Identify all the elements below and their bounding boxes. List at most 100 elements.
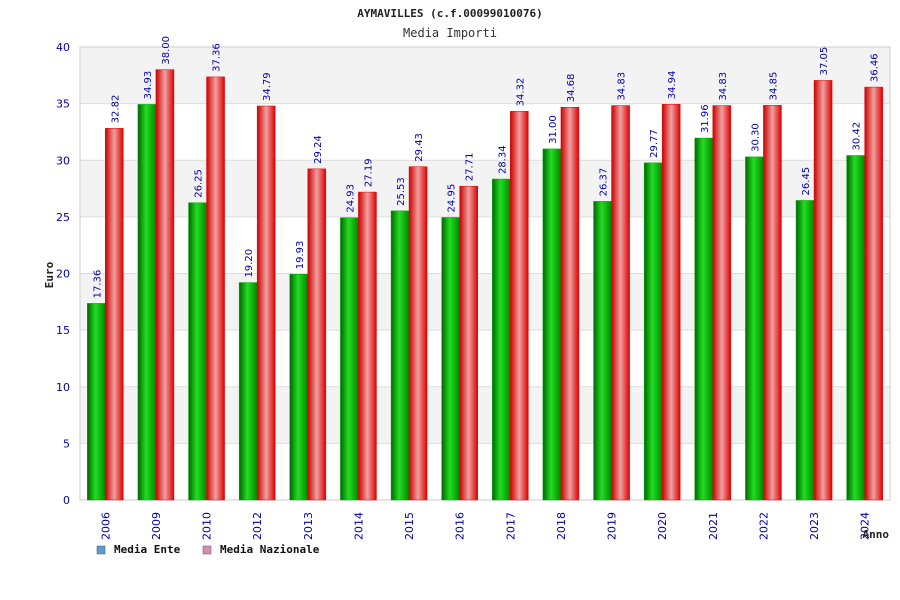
data-label: 28.34	[497, 145, 508, 174]
bar-media-nazionale-2013	[307, 168, 327, 501]
y-axis: 0 5 10 15 20 25 30 35 40	[56, 41, 70, 507]
bar-media-ente-2016	[441, 217, 460, 501]
data-label: 30.30	[750, 123, 761, 152]
x-axis-label: Anno	[863, 528, 890, 541]
bar-media-ente-2012	[238, 282, 258, 501]
bar-media-ente-2018	[542, 148, 562, 501]
x-tick-label: 2016	[454, 512, 467, 540]
data-label: 29.43	[414, 133, 425, 162]
data-label: 36.46	[870, 53, 881, 82]
data-label: 34.94	[667, 71, 678, 100]
data-label: 34.79	[262, 72, 273, 101]
legend-label: Media Nazionale	[220, 543, 320, 556]
bar-media-nazionale-2022	[763, 105, 782, 501]
bar-media-nazionale-2024	[864, 86, 883, 501]
legend: Media Ente Media Nazionale	[96, 543, 320, 556]
data-label: 30.42	[852, 122, 863, 151]
legend-swatch	[96, 545, 106, 555]
bar-media-ente-2009	[137, 104, 157, 501]
bar-media-ente-2010	[188, 202, 207, 501]
bar-media-nazionale-2016	[459, 185, 478, 501]
bar-media-nazionale-2018	[560, 106, 580, 501]
x-tick-label: 2023	[808, 512, 821, 540]
data-label: 19.93	[295, 241, 306, 270]
data-label: 26.45	[801, 167, 812, 196]
x-tick-label: 2013	[302, 512, 315, 540]
data-label: 27.71	[465, 153, 476, 182]
x-tick-label: 2024	[859, 512, 872, 540]
bar-media-nazionale-2012	[256, 105, 276, 501]
x-tick-label: 2021	[707, 512, 720, 540]
data-label: 34.85	[768, 72, 779, 101]
data-label: 34.83	[617, 72, 628, 101]
bar-media-ente-2013	[289, 274, 309, 501]
data-label: 29.77	[649, 129, 660, 158]
bar-media-nazionale-2020	[661, 104, 681, 501]
bar-media-ente-2015	[390, 210, 410, 501]
y-tick-label: 30	[56, 154, 70, 167]
data-label: 31.96	[700, 104, 711, 133]
x-tick-label: 2010	[201, 512, 214, 540]
x-tick-label: 2009	[150, 512, 163, 540]
bar-media-ente-2020	[643, 162, 663, 501]
data-label: 24.93	[345, 184, 356, 213]
x-tick-label: 2015	[403, 512, 416, 540]
y-tick-label: 10	[56, 381, 70, 394]
data-label: 34.68	[566, 74, 577, 103]
y-tick-label: 5	[63, 437, 70, 450]
bar-media-nazionale-2009	[155, 69, 175, 501]
x-tick-label: 2006	[99, 512, 112, 540]
bars	[87, 69, 883, 501]
bar-media-ente-2023	[795, 200, 815, 501]
bar-media-nazionale-2017	[510, 111, 529, 501]
bar-media-ente-2017	[492, 178, 511, 501]
x-tick-label: 2018	[555, 512, 568, 540]
data-label: 31.00	[548, 115, 559, 144]
bar-media-ente-2022	[745, 156, 764, 501]
bar-media-ente-2006	[87, 303, 106, 501]
y-tick-label: 0	[63, 494, 70, 507]
x-tick-label: 2022	[757, 512, 770, 540]
y-tick-label: 20	[56, 268, 70, 281]
x-tick-label: 2020	[656, 512, 669, 540]
bar-media-nazionale-2006	[105, 128, 124, 501]
data-label: 34.93	[143, 71, 154, 100]
x-tick-label: 2017	[504, 512, 517, 540]
bar-media-nazionale-2021	[712, 105, 732, 501]
bar-media-nazionale-2015	[408, 166, 428, 501]
data-label: 37.05	[819, 47, 830, 76]
y-axis-label: Euro	[43, 261, 56, 288]
y-tick-label: 40	[56, 41, 70, 54]
data-label: 27.19	[363, 158, 374, 187]
data-label: 38.00	[161, 36, 172, 65]
bar-media-ente-2014	[340, 217, 359, 501]
x-tick-label: 2012	[251, 512, 264, 540]
bar-media-ente-2021	[694, 137, 714, 501]
data-label: 29.24	[313, 135, 324, 164]
bar-media-ente-2019	[593, 201, 612, 501]
x-tick-label: 2019	[606, 512, 619, 540]
y-tick-label: 25	[56, 211, 70, 224]
data-label: 19.20	[244, 249, 255, 278]
data-label: 24.95	[447, 184, 458, 213]
data-label: 26.25	[194, 169, 205, 198]
data-labels: 17.36 34.93 26.25 19.20 19.93 24.93 25.53 24.95…	[92, 36, 880, 298]
data-label: 25.53	[396, 177, 407, 206]
data-label: 17.36	[92, 270, 103, 299]
bar-media-ente-2024	[846, 155, 865, 501]
chart-subtitle: Media Importi	[403, 26, 497, 40]
chart-title: AYMAVILLES (c.f.00099010076)	[357, 7, 542, 20]
plot-frame	[79, 46, 891, 501]
bar-media-nazionale-2010	[206, 76, 225, 501]
data-label: 32.82	[110, 95, 121, 124]
x-axis: 2006 2009 2010 2012 2013 2014 2015 2016 2017 2018…	[99, 512, 871, 540]
legend-label: Media Ente	[114, 543, 181, 556]
x-tick-label: 2014	[352, 512, 365, 540]
bar-media-nazionale-2014	[358, 191, 377, 501]
legend-swatch	[202, 545, 212, 555]
bar-media-nazionale-2019	[611, 105, 630, 501]
y-tick-label: 15	[56, 324, 70, 337]
data-label: 34.83	[718, 72, 729, 101]
data-label: 37.36	[212, 43, 223, 72]
